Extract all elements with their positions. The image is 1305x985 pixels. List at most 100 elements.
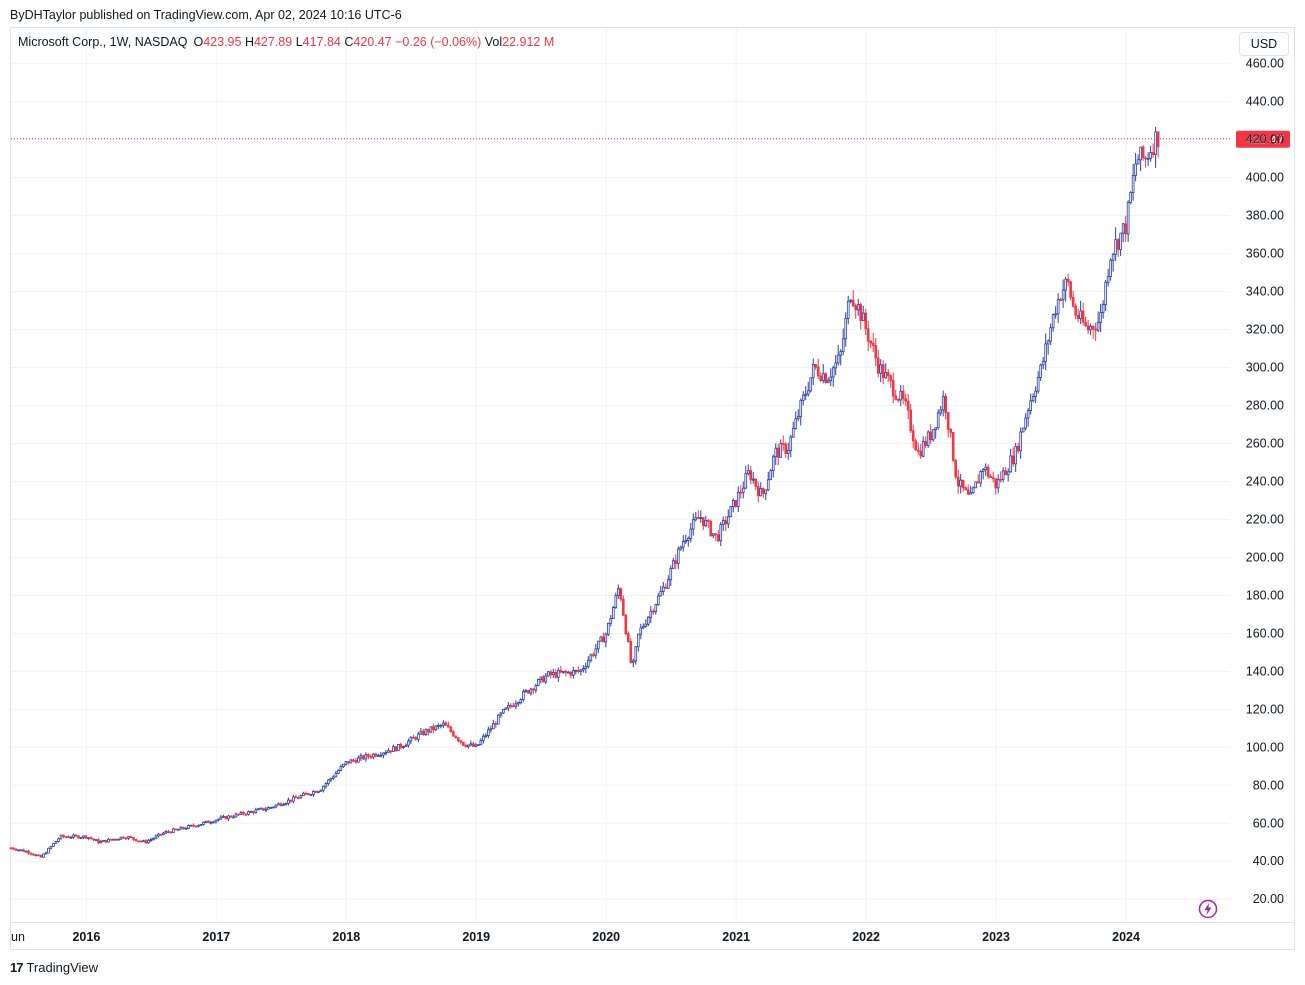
candle-body bbox=[1071, 296, 1075, 307]
candle bbox=[636, 633, 640, 652]
candle bbox=[609, 615, 613, 627]
candle bbox=[1064, 276, 1067, 302]
candle-body bbox=[309, 794, 313, 796]
candle-body bbox=[559, 670, 563, 673]
open-value: 423.95 bbox=[203, 35, 242, 49]
candle-body bbox=[1126, 202, 1130, 235]
candle bbox=[149, 837, 153, 843]
candle-body bbox=[679, 546, 683, 550]
candle bbox=[292, 794, 295, 804]
candle-body bbox=[1119, 232, 1122, 250]
candle-body bbox=[284, 802, 288, 805]
candle-body bbox=[1036, 377, 1040, 392]
candle bbox=[1056, 293, 1060, 324]
candle bbox=[362, 754, 365, 761]
candle-body bbox=[861, 312, 865, 322]
candle bbox=[654, 603, 658, 615]
candle bbox=[671, 557, 675, 569]
candle-body bbox=[217, 818, 220, 821]
candle-body bbox=[544, 675, 548, 683]
candle bbox=[522, 689, 525, 702]
candle bbox=[924, 436, 927, 449]
candle-body bbox=[529, 688, 533, 694]
candle-body bbox=[374, 753, 378, 757]
candle-body bbox=[1026, 410, 1030, 419]
candle-body bbox=[122, 836, 125, 839]
candle-body bbox=[841, 338, 845, 352]
candle-body bbox=[761, 488, 765, 494]
candle-body bbox=[347, 761, 350, 764]
candle-body bbox=[569, 671, 573, 676]
candle bbox=[497, 714, 500, 725]
candle bbox=[951, 431, 955, 463]
candle bbox=[524, 688, 528, 693]
candle-body bbox=[22, 849, 25, 852]
chart-frame[interactable] bbox=[10, 27, 1295, 950]
candle-body bbox=[1099, 312, 1102, 323]
candle-body bbox=[1124, 223, 1127, 235]
candle bbox=[911, 424, 915, 449]
candle bbox=[711, 533, 715, 539]
candle bbox=[934, 427, 937, 439]
x-edge-label: un bbox=[11, 930, 25, 944]
candle-body bbox=[941, 395, 945, 411]
candle-body bbox=[811, 364, 815, 379]
candle-body bbox=[874, 345, 878, 359]
candle bbox=[716, 530, 720, 543]
candle-body bbox=[1146, 158, 1150, 160]
candle-body bbox=[412, 736, 415, 739]
candle bbox=[572, 666, 575, 679]
candle bbox=[199, 824, 203, 826]
candle-body bbox=[62, 834, 65, 837]
candle-body bbox=[617, 588, 620, 596]
candle-body bbox=[239, 811, 243, 815]
lightning-icon[interactable] bbox=[1198, 899, 1218, 919]
candle-body bbox=[337, 770, 340, 774]
candle-body bbox=[691, 519, 695, 530]
currency-button[interactable]: USD bbox=[1239, 32, 1289, 56]
candle-body bbox=[312, 791, 315, 795]
candle-body bbox=[671, 560, 675, 569]
candle-body bbox=[582, 668, 585, 671]
grid-layer bbox=[11, 28, 1230, 922]
candle-body bbox=[454, 735, 458, 739]
candle-body bbox=[1011, 455, 1015, 465]
candle bbox=[157, 832, 160, 838]
candle bbox=[956, 469, 960, 494]
candle bbox=[219, 815, 223, 820]
candle bbox=[384, 749, 388, 756]
candle-body bbox=[402, 746, 405, 748]
candle bbox=[721, 516, 725, 531]
candle-body bbox=[67, 836, 70, 839]
candle bbox=[1031, 393, 1035, 403]
candle bbox=[656, 592, 660, 606]
candle bbox=[367, 753, 370, 760]
candle bbox=[52, 843, 55, 847]
candle bbox=[1149, 145, 1152, 162]
candle-body bbox=[854, 305, 858, 311]
candle-body bbox=[74, 834, 78, 837]
candle-body bbox=[769, 470, 773, 481]
candle-body bbox=[567, 671, 570, 674]
candle bbox=[397, 744, 400, 752]
candle-body bbox=[696, 517, 700, 520]
last-price-line: 420.47 bbox=[11, 130, 1290, 148]
candle-body bbox=[512, 705, 515, 708]
candle-body bbox=[789, 436, 793, 451]
candle bbox=[252, 810, 255, 815]
candle bbox=[876, 349, 880, 378]
candle bbox=[344, 761, 348, 766]
candle-body bbox=[349, 759, 353, 764]
candle-body bbox=[921, 441, 925, 457]
candle-body bbox=[434, 725, 438, 731]
candle-body bbox=[1046, 340, 1050, 345]
candle bbox=[539, 676, 543, 684]
candle-body bbox=[557, 670, 560, 678]
candle bbox=[614, 592, 618, 610]
candle-body bbox=[94, 839, 98, 842]
candle bbox=[719, 521, 723, 547]
candle-body bbox=[779, 443, 783, 458]
candle bbox=[686, 536, 690, 547]
candle-body bbox=[901, 390, 905, 400]
